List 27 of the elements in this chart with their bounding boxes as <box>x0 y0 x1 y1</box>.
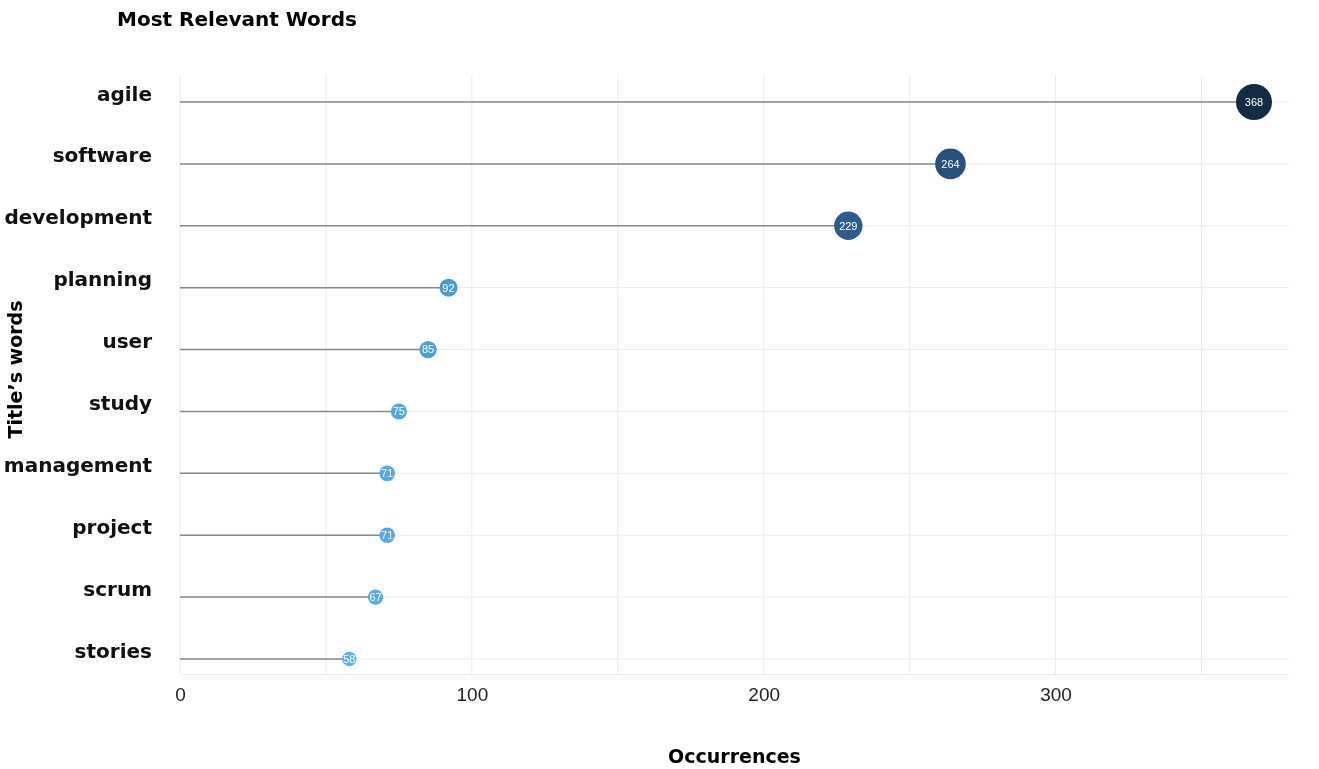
data-label: 58 <box>343 652 356 665</box>
x-axis-title: Occurrences <box>668 745 801 767</box>
y-tick-label: scrum <box>83 576 152 601</box>
data-label: 71 <box>381 529 394 542</box>
data-label: 71 <box>381 467 394 480</box>
chart-title: Most Relevant Words <box>117 7 357 31</box>
data-label: 368 <box>1244 95 1264 108</box>
y-tick-label: user <box>102 329 153 354</box>
data-label: 229 <box>839 219 858 232</box>
x-tick-label: 0 <box>175 684 186 706</box>
y-tick-label: project <box>72 514 153 539</box>
x-tick-label: 300 <box>1040 684 1072 706</box>
y-axis-title: Title’s words <box>4 300 26 439</box>
data-label: 264 <box>941 157 960 170</box>
data-label: 85 <box>421 343 435 356</box>
y-tick-label: planning <box>53 267 152 292</box>
y-tick-label: study <box>88 390 152 415</box>
y-tick-label: stories <box>74 638 152 663</box>
x-tick-label: 100 <box>456 684 489 706</box>
data-label: 92 <box>442 281 455 294</box>
y-tick-label: agile <box>96 81 152 106</box>
y-tick-label: management <box>3 452 153 477</box>
y-tick-label: software <box>52 143 152 168</box>
data-label: 67 <box>369 590 382 603</box>
y-tick-label: development <box>4 205 153 230</box>
x-tick-label: 200 <box>748 684 781 706</box>
data-label: 75 <box>392 405 406 418</box>
